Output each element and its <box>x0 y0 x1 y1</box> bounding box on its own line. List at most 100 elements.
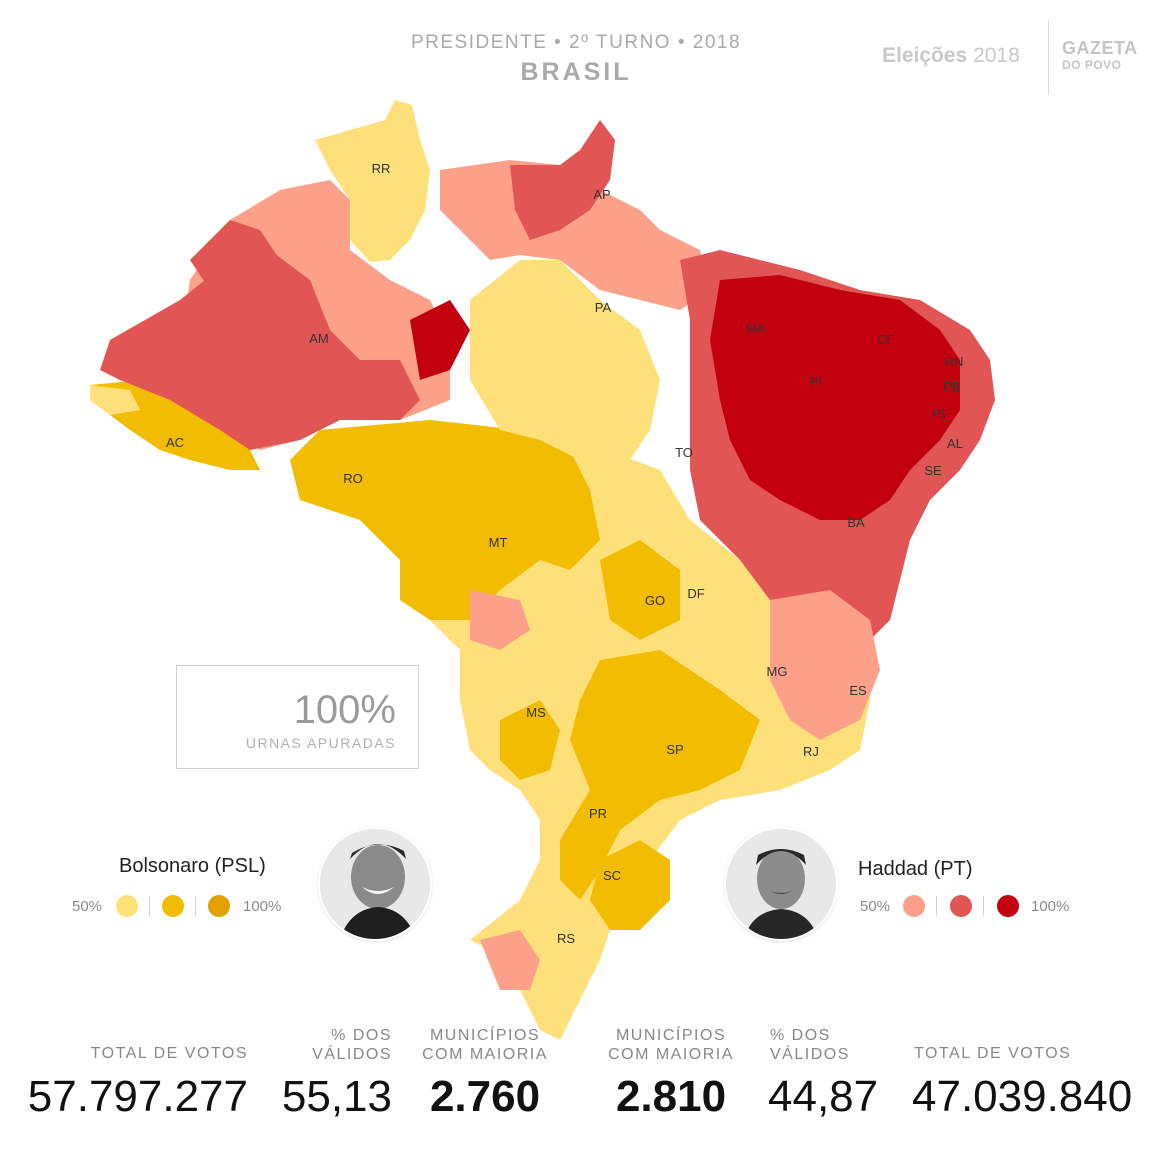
region-ms-patch <box>500 700 560 780</box>
state-label-pr: PR <box>589 806 607 821</box>
legend-max-haddad: 100% <box>1031 898 1070 915</box>
stat-label-mun-bolsonaro: MUNICÍPIOS COM MAIORIA <box>410 1026 560 1064</box>
stat-label-pct-bolsonaro: % DOS VÁLIDOS <box>280 1026 392 1064</box>
state-label-go: GO <box>645 593 665 608</box>
legend-dot-haddad-50 <box>903 895 925 917</box>
stat-label-total-bolsonaro: TOTAL DE VOTOS <box>90 1045 248 1062</box>
state-label-rj: RJ <box>803 744 819 759</box>
region-am <box>100 250 420 450</box>
state-label-rn: RN <box>945 354 964 369</box>
state-label-df: DF <box>687 586 704 601</box>
state-label-se: SE <box>924 463 942 478</box>
legend-divider <box>195 896 196 916</box>
state-label-ma: MA <box>746 321 766 336</box>
stat-label-mun-haddad: MUNICÍPIOS COM MAIORIA <box>596 1026 746 1064</box>
brand-divider <box>1048 20 1049 95</box>
region-mt-ro <box>290 420 600 620</box>
region-ac-light <box>90 385 140 415</box>
stat-value-total-bolsonaro: 57.797.277 <box>27 1072 248 1121</box>
legend-dot-bolsonaro-100 <box>208 895 230 917</box>
legend-dot-haddad-mid <box>950 895 972 917</box>
stat-value-pct-haddad: 44,87 <box>768 1072 879 1121</box>
stat-label-pct-bolsonaro-line2: VÁLIDOS <box>312 1046 392 1063</box>
region-rs-patch <box>480 930 540 990</box>
region-am-dark <box>410 300 470 380</box>
legend-dot-haddad-100 <box>997 895 1019 917</box>
legend-max-bolsonaro: 100% <box>243 898 282 915</box>
stat-label-pct-haddad-line1: % DOS <box>770 1027 831 1044</box>
state-label-mt: MT <box>489 535 508 550</box>
logo-line2: DO POVO <box>1062 58 1122 72</box>
region-sc-coast <box>590 840 670 930</box>
avatar-haddad <box>726 829 836 939</box>
stat-label-mun-haddad-line2: COM MAIORIA <box>608 1046 734 1063</box>
region-northeast-core <box>710 275 960 520</box>
legend-dot-bolsonaro-50 <box>116 895 138 917</box>
state-label-pe: PE <box>932 406 950 421</box>
region-mg-patch <box>770 590 880 740</box>
avatar-haddad-portrait <box>726 829 836 939</box>
stat-label-pct-haddad-line2: VÁLIDOS <box>770 1046 850 1063</box>
state-label-pb: PB <box>943 379 960 394</box>
region-ap-red <box>510 120 615 240</box>
state-label-rs: RS <box>557 931 575 946</box>
state-label-sc: SC <box>603 868 621 883</box>
progress-label: URNAS APURADAS <box>245 735 396 751</box>
legend-divider <box>983 896 984 916</box>
stat-label-total-haddad: TOTAL DE VOTOS <box>914 1045 1072 1062</box>
stat-label-mun-bolsonaro-line1: MUNICÍPIOS <box>429 1027 541 1044</box>
state-label-al: AL <box>947 436 963 451</box>
region-mt-patch <box>470 590 530 650</box>
progress-percent: 100% <box>293 688 396 732</box>
state-label-ba: BA <box>847 515 865 530</box>
stat-value-mun-haddad: 2.810 <box>615 1072 727 1121</box>
stat-value-pct-bolsonaro: 55,13 <box>281 1072 392 1121</box>
state-label-sp: SP <box>666 742 683 757</box>
legend-min-haddad: 50% <box>860 898 891 915</box>
avatar-bolsonaro <box>320 829 430 939</box>
state-label-am: AM <box>309 331 329 346</box>
stat-value-total-haddad: 47.039.840 <box>912 1072 1133 1121</box>
state-label-ro: RO <box>343 471 363 486</box>
brand-label-year: 2018 <box>973 44 1020 67</box>
state-labels: RR AP AM PA MA CE RN PB PE AL SE PI AC R… <box>166 161 963 946</box>
progress-box: 100% URNAS APURADAS <box>176 665 419 769</box>
stat-value-mun-bolsonaro: 2.760 <box>429 1072 541 1121</box>
brand-label: Eleições 2018 <box>882 44 1020 68</box>
stat-label-pct-haddad: % DOS VÁLIDOS <box>770 1026 890 1064</box>
stat-label-pct-bolsonaro-line1: % DOS <box>331 1027 392 1044</box>
gazeta-logo: GAZETA DO POVO <box>1062 38 1138 74</box>
state-label-rr: RR <box>372 161 391 176</box>
candidate-name-bolsonaro: Bolsonaro (PSL) <box>119 855 266 877</box>
page-title: PRESIDENTE • 2º TURNO • 2018 <box>410 32 742 53</box>
region-am-north <box>190 220 280 290</box>
map-regions <box>90 100 995 1040</box>
legend-divider <box>149 896 150 916</box>
state-label-mg: MG <box>767 664 788 679</box>
region-ap <box>440 160 710 310</box>
logo-line1: GAZETA <box>1062 38 1138 58</box>
candidate-name-haddad: Haddad (PT) <box>858 858 973 880</box>
region-pa-south <box>470 260 660 460</box>
state-label-to: TO <box>675 445 693 460</box>
state-label-ms: MS <box>526 705 546 720</box>
region-sp-pr <box>560 650 760 900</box>
state-label-pi: PI <box>810 374 822 389</box>
state-label-ce: CE <box>877 332 895 347</box>
state-label-ap: AP <box>593 187 610 202</box>
legend-min-bolsonaro: 50% <box>72 898 103 915</box>
avatar-bolsonaro-portrait <box>320 829 430 939</box>
legend-dot-bolsonaro-mid <box>162 895 184 917</box>
stat-label-mun-haddad-line1: MUNICÍPIOS <box>615 1027 727 1044</box>
stat-label-mun-bolsonaro-line2: COM MAIORIA <box>422 1046 548 1063</box>
brand-label-bold: Eleições <box>882 44 968 67</box>
region-go-patch <box>600 540 680 640</box>
legend-divider <box>936 896 937 916</box>
region-title: BRASIL <box>520 58 632 86</box>
state-label-pa: PA <box>595 300 612 315</box>
state-label-es: ES <box>849 683 867 698</box>
state-label-ac: AC <box>166 435 184 450</box>
region-rr <box>315 100 430 262</box>
